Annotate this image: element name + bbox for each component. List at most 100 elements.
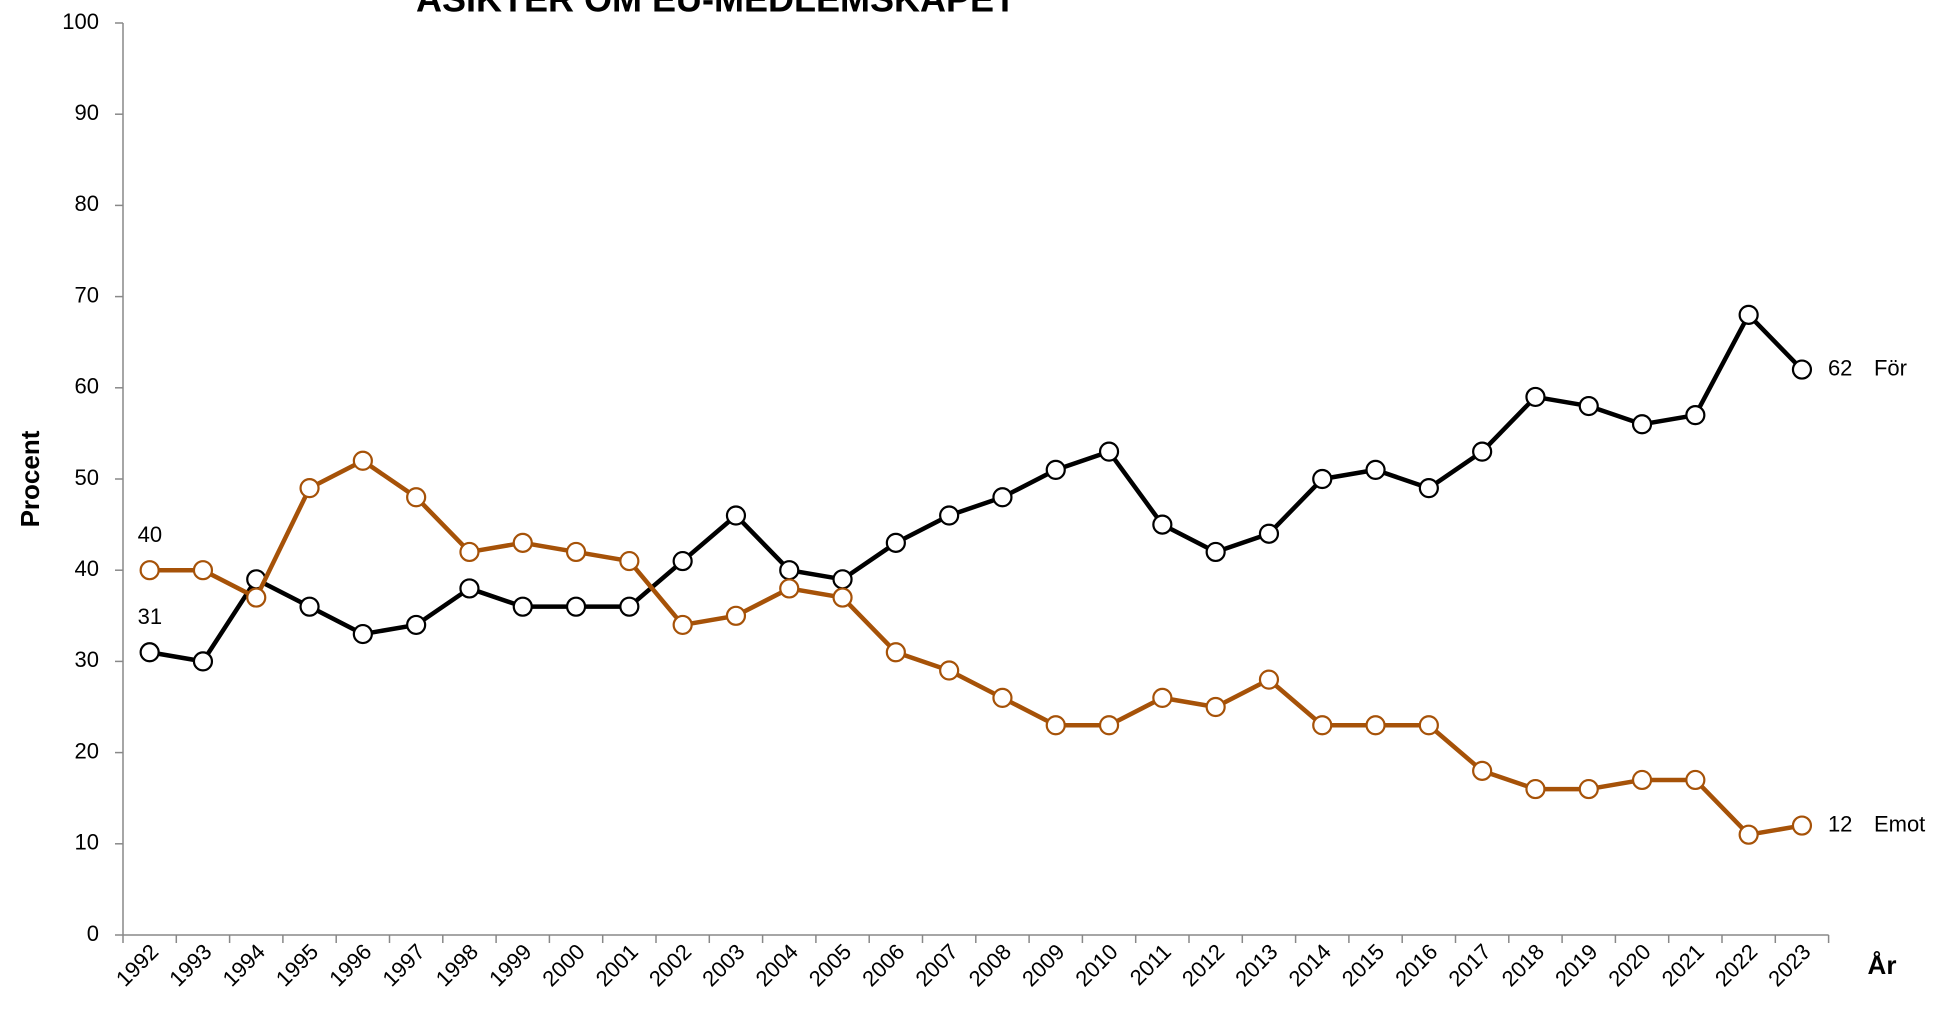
data-point: [192, 560, 214, 581]
data-point: [1365, 459, 1386, 480]
x-tick-label: 2020: [1603, 939, 1655, 991]
y-tick-label: 80: [75, 191, 99, 216]
data-point: [1738, 304, 1759, 325]
x-tick-label: 2022: [1710, 939, 1762, 991]
chart-title: ÅSIKTER OM EU-MEDLEMSKAPET: [416, 0, 1016, 20]
data-point: [672, 614, 693, 636]
x-tick-label: 2006: [857, 939, 909, 991]
x-tick-label: 2018: [1497, 939, 1549, 991]
x-tick-label: 2012: [1177, 939, 1229, 991]
y-axis-label: Procent: [15, 430, 45, 527]
y-tick-label: 90: [75, 100, 99, 125]
data-label: 31: [138, 604, 162, 629]
data-point: [565, 596, 587, 617]
data-point: [832, 569, 853, 590]
data-point: [192, 651, 214, 672]
x-tick-label: 1999: [484, 939, 536, 991]
data-point: [1472, 760, 1493, 781]
x-tick-label: 2002: [644, 939, 696, 991]
data-point: [939, 505, 960, 526]
data-label: 40: [138, 522, 162, 547]
data-point: [406, 614, 427, 636]
data-point: [672, 550, 693, 572]
data-point: [832, 587, 853, 608]
data-point: [459, 541, 480, 563]
data-point: [1418, 478, 1439, 499]
data-point: [1312, 468, 1333, 490]
y-tick-label: 100: [62, 9, 99, 34]
x-tick-label: 2005: [804, 939, 856, 991]
y-tick-label: 30: [75, 647, 99, 672]
x-tick-label: 2021: [1657, 939, 1709, 991]
data-point: [565, 541, 587, 563]
x-tick-label: 1998: [431, 939, 483, 991]
data-point: [619, 550, 640, 572]
x-tick-label: 2015: [1337, 939, 1389, 991]
x-axis-label: År: [1868, 950, 1897, 980]
data-point: [779, 578, 800, 599]
series-name: Emot: [1874, 811, 1925, 836]
data-point: [1631, 769, 1653, 791]
data-point: [1525, 778, 1546, 800]
series-name: För: [1874, 355, 1907, 380]
data-point: [1578, 778, 1599, 800]
data-point: [1525, 386, 1546, 408]
data-point: [1631, 414, 1653, 435]
x-tick-label: 2003: [697, 939, 749, 991]
x-tick-label: 2007: [911, 939, 963, 991]
x-tick-label: 2017: [1444, 939, 1496, 991]
data-point: [352, 623, 373, 645]
x-tick-label: 2016: [1390, 939, 1442, 991]
x-tick-label: 2008: [964, 939, 1016, 991]
x-tick-label: 2019: [1550, 939, 1602, 991]
data-point: [1205, 696, 1226, 718]
y-tick-label: 70: [75, 282, 99, 307]
data-point: [1152, 687, 1173, 708]
x-tick-label: 2014: [1284, 939, 1336, 991]
data-point: [725, 505, 747, 526]
data-point: [299, 596, 320, 617]
x-tick-label: 1994: [218, 939, 270, 991]
y-tick-label: 10: [75, 830, 99, 855]
data-point: [352, 450, 373, 471]
series-line: [149, 458, 1803, 837]
x-tick-label: 2009: [1017, 939, 1069, 991]
data-point: [725, 605, 747, 626]
y-tick-label: 50: [75, 465, 99, 490]
data-point: [299, 478, 320, 499]
data-point: [1578, 395, 1599, 417]
data-point: [1312, 715, 1333, 736]
data-point: [139, 560, 160, 581]
x-tick-label: 2001: [591, 939, 643, 991]
data-point: [1685, 769, 1706, 791]
data-point: [619, 596, 640, 617]
data-point: [1098, 441, 1120, 462]
x-tick-label: 2011: [1125, 939, 1176, 990]
data-point: [1791, 815, 1813, 836]
data-point: [1365, 715, 1386, 736]
data-point: [1418, 715, 1439, 736]
data-point: [1045, 715, 1066, 736]
x-tick-label: 1995: [271, 939, 323, 991]
x-tick-label: 1997: [378, 939, 430, 991]
x-tick-label: 2013: [1230, 939, 1282, 991]
data-point: [992, 487, 1013, 508]
data-point: [1152, 514, 1173, 535]
x-tick-label: 1996: [324, 939, 376, 991]
data-point: [1205, 541, 1226, 563]
x-tick-label: 2004: [751, 939, 803, 991]
data-point: [1472, 441, 1493, 462]
data-label: 62: [1828, 355, 1852, 380]
data-point: [1045, 459, 1066, 480]
data-point: [1098, 715, 1120, 736]
y-tick-label: 0: [87, 921, 99, 946]
x-tick-label: 1992: [111, 939, 163, 991]
data-point: [1258, 523, 1280, 544]
data-label: 12: [1828, 811, 1852, 836]
data-point: [139, 642, 160, 663]
y-tick-label: 40: [75, 556, 99, 581]
data-point: [1685, 405, 1706, 426]
data-point: [885, 642, 906, 663]
